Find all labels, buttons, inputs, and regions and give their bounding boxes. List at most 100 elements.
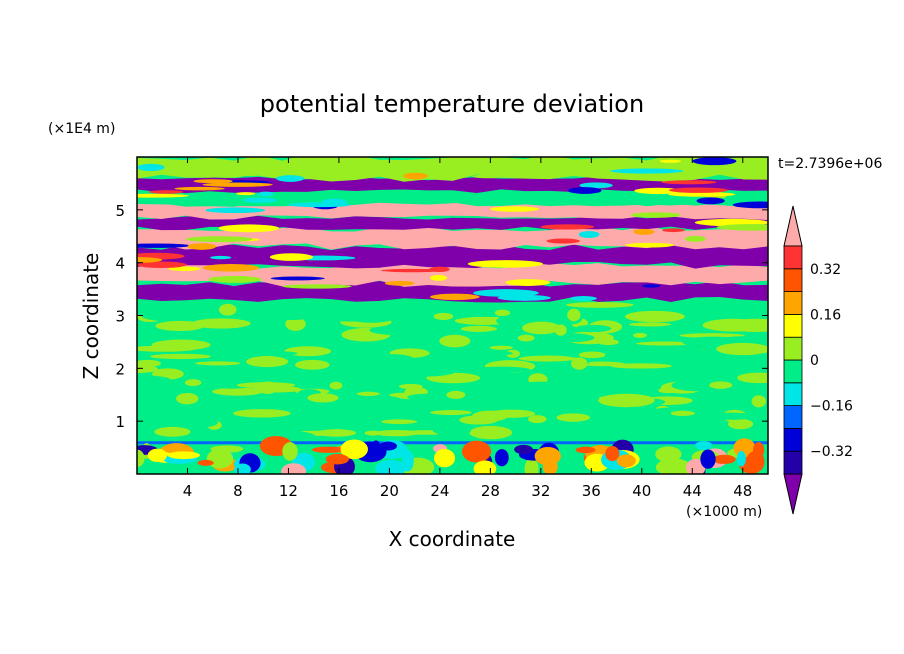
field-texture [599,344,647,351]
field-filament [174,186,225,191]
field-texture [467,350,514,356]
field-texture [448,304,470,314]
colorbar-tick-label: 0.32 [810,262,841,278]
field-layer [137,225,768,250]
field-texture [709,381,733,389]
field-texture [567,308,581,322]
field-texture [137,375,171,384]
field-texture [597,339,619,346]
field-filament [429,266,450,273]
field-filament [257,191,275,197]
field-texture [635,324,651,333]
field-texture [294,359,330,370]
field-texture [737,372,768,384]
field-cell [736,450,746,467]
field-texture [674,361,696,372]
field-filament [137,193,189,198]
field-texture [751,395,766,408]
field-texture [469,425,513,440]
field-cell [340,439,368,460]
field-filament [381,268,444,273]
field-layer [137,202,768,220]
field-texture [356,391,380,397]
field-texture [565,301,634,308]
field-filament [381,167,411,172]
field-texture [583,419,642,426]
field-cell [616,454,636,468]
field-filament [579,182,613,189]
colorbar: 0.32 0.16 0 −0.16 −0.32 [783,205,853,515]
colorbar-swatch [783,336,803,361]
field-texture [140,402,167,411]
field-texture [277,306,344,312]
x-tick-label: 8 [233,482,243,500]
time-label: t=2.7396e+06 [778,156,882,172]
x-tick-label: 40 [632,482,651,500]
field-texture [636,341,693,346]
field-filament [168,266,201,271]
field-texture [610,363,672,369]
field-boundary-line [137,441,768,445]
field-texture [370,354,413,363]
field-texture [506,349,520,358]
field-cell [534,446,561,466]
field-texture [541,333,595,343]
x-axis: 4 8 12 16 20 24 28 32 36 40 44 48 [183,157,752,500]
field-texture [633,332,647,338]
y-axis: 1 2 3 4 5 [115,202,768,431]
field-texture [522,321,561,335]
field-filament [473,289,539,297]
field-texture [285,317,306,331]
field-texture [369,325,437,336]
field-filament [610,168,684,174]
field-texture [569,394,602,407]
field-texture [703,412,758,420]
field-filament [384,280,415,286]
field-texture [472,366,530,373]
field-texture [670,410,695,416]
field-filament [634,187,683,195]
field-filament [567,187,602,194]
field-texture [725,318,768,333]
field-cell [685,458,706,474]
field-texture [180,411,236,421]
field-filament [642,284,661,288]
field-texture [176,392,199,405]
field-texture [184,379,202,387]
field-layer [137,243,768,269]
field-cell [197,459,214,466]
field-filament [668,191,736,197]
field-texture [246,356,289,368]
field-texture [309,342,362,347]
field-texture [488,409,536,418]
field-filament [403,172,428,180]
field-texture [233,409,291,418]
field-layer [137,189,768,207]
field-filament [716,224,768,231]
y-tick-label: 1 [115,413,125,431]
field-texture [233,367,271,380]
field-filament [625,242,675,248]
field-texture [195,361,241,366]
field-filament [429,274,448,281]
x-tick-label: 4 [183,482,193,500]
field-cell [325,453,349,465]
field-texture [154,426,191,437]
field-texture [430,410,472,416]
field-texture [390,370,439,378]
colorbar-swatch [783,450,803,475]
field-texture [433,312,454,321]
field-filament [269,253,314,261]
field-texture [517,334,535,342]
field-filament [505,279,551,286]
field-texture [446,390,466,399]
x-tick-label: 48 [733,482,752,500]
field-layer [137,262,768,287]
chart-title: potential temperature deviation [260,90,644,118]
colorbar-tick-label: 0.16 [810,307,841,323]
field-texture [734,344,768,354]
field-filament [210,255,232,260]
field-filament [435,163,510,167]
field-texture [571,357,588,370]
colorbar-tick-label: −0.16 [810,399,853,415]
